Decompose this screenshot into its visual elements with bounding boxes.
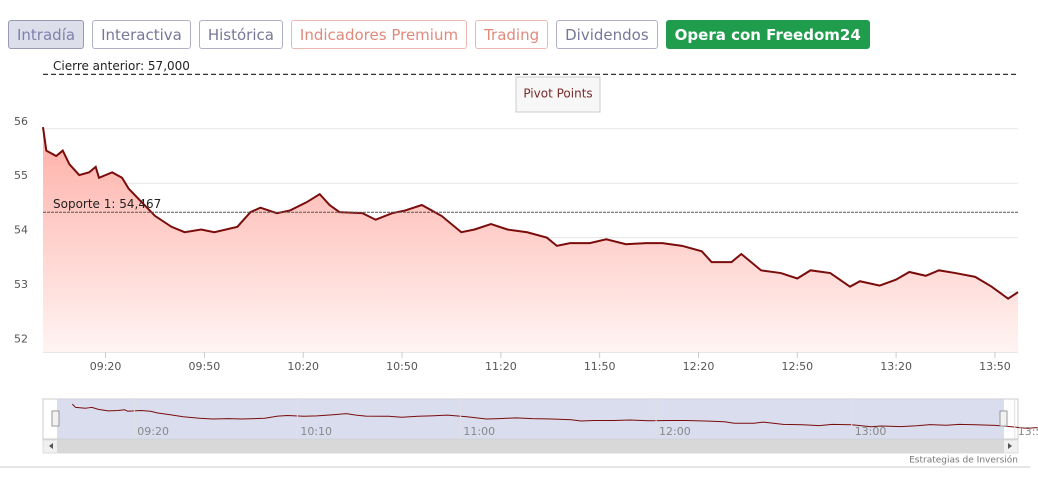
tab[interactable]: Histórica [198,20,283,49]
tab[interactable]: Dividendos [556,20,658,49]
reference-label: Cierre anterior: 57,000 [53,59,190,73]
y-tick-label: 54 [14,224,28,237]
x-tick-label: 09:50 [189,360,221,373]
navigator-tick-label: 09:20 [137,425,169,438]
navigator-tick-label: 12:00 [659,425,691,438]
reference-label: Soporte 1: 54,467 [53,197,161,211]
y-tick-label: 53 [14,278,28,291]
y-tick-label: 52 [14,333,28,346]
x-tick-label: 12:20 [683,360,715,373]
navigator-tick-label: 11:00 [463,425,495,438]
y-tick-label: 55 [14,169,28,182]
tab[interactable]: Interactiva [92,20,191,49]
legend-label: Pivot Points [523,87,592,101]
tab[interactable]: Opera con Freedom24 [665,20,870,49]
navigator-line [71,403,1038,429]
area [43,127,1018,352]
price-line [42,127,1019,300]
navigator-handle[interactable] [51,410,60,427]
navigator-tick-label: 13:50 [1018,425,1038,438]
credits: Estrategias de Inversión [909,455,1018,466]
legend-button[interactable] [515,76,601,113]
scrollbar-thumb[interactable] [57,440,1004,453]
tab-bar: Intradía Interactiva Histórica Indicadores … [8,20,870,49]
navigator-handle[interactable] [999,410,1008,427]
x-tick-label: 10:50 [386,360,418,373]
x-tick-label: 11:50 [584,360,616,373]
x-tick-label: 10:20 [287,360,319,373]
x-tick-label: 13:20 [880,360,912,373]
x-tick-label: 09:20 [90,360,122,373]
x-tick-label: 13:50 [979,360,1011,373]
tab[interactable]: Trading [475,20,549,49]
navigator-tick-label: 13:00 [855,425,887,438]
tab[interactable]: Intradía [8,20,85,49]
x-tick-label: 11:20 [485,360,517,373]
tab[interactable]: Indicadores Premium [290,20,468,49]
y-tick-label: 56 [14,115,28,128]
navigator-tick-label: 10:10 [300,425,332,438]
x-tick-label: 12:50 [781,360,813,373]
